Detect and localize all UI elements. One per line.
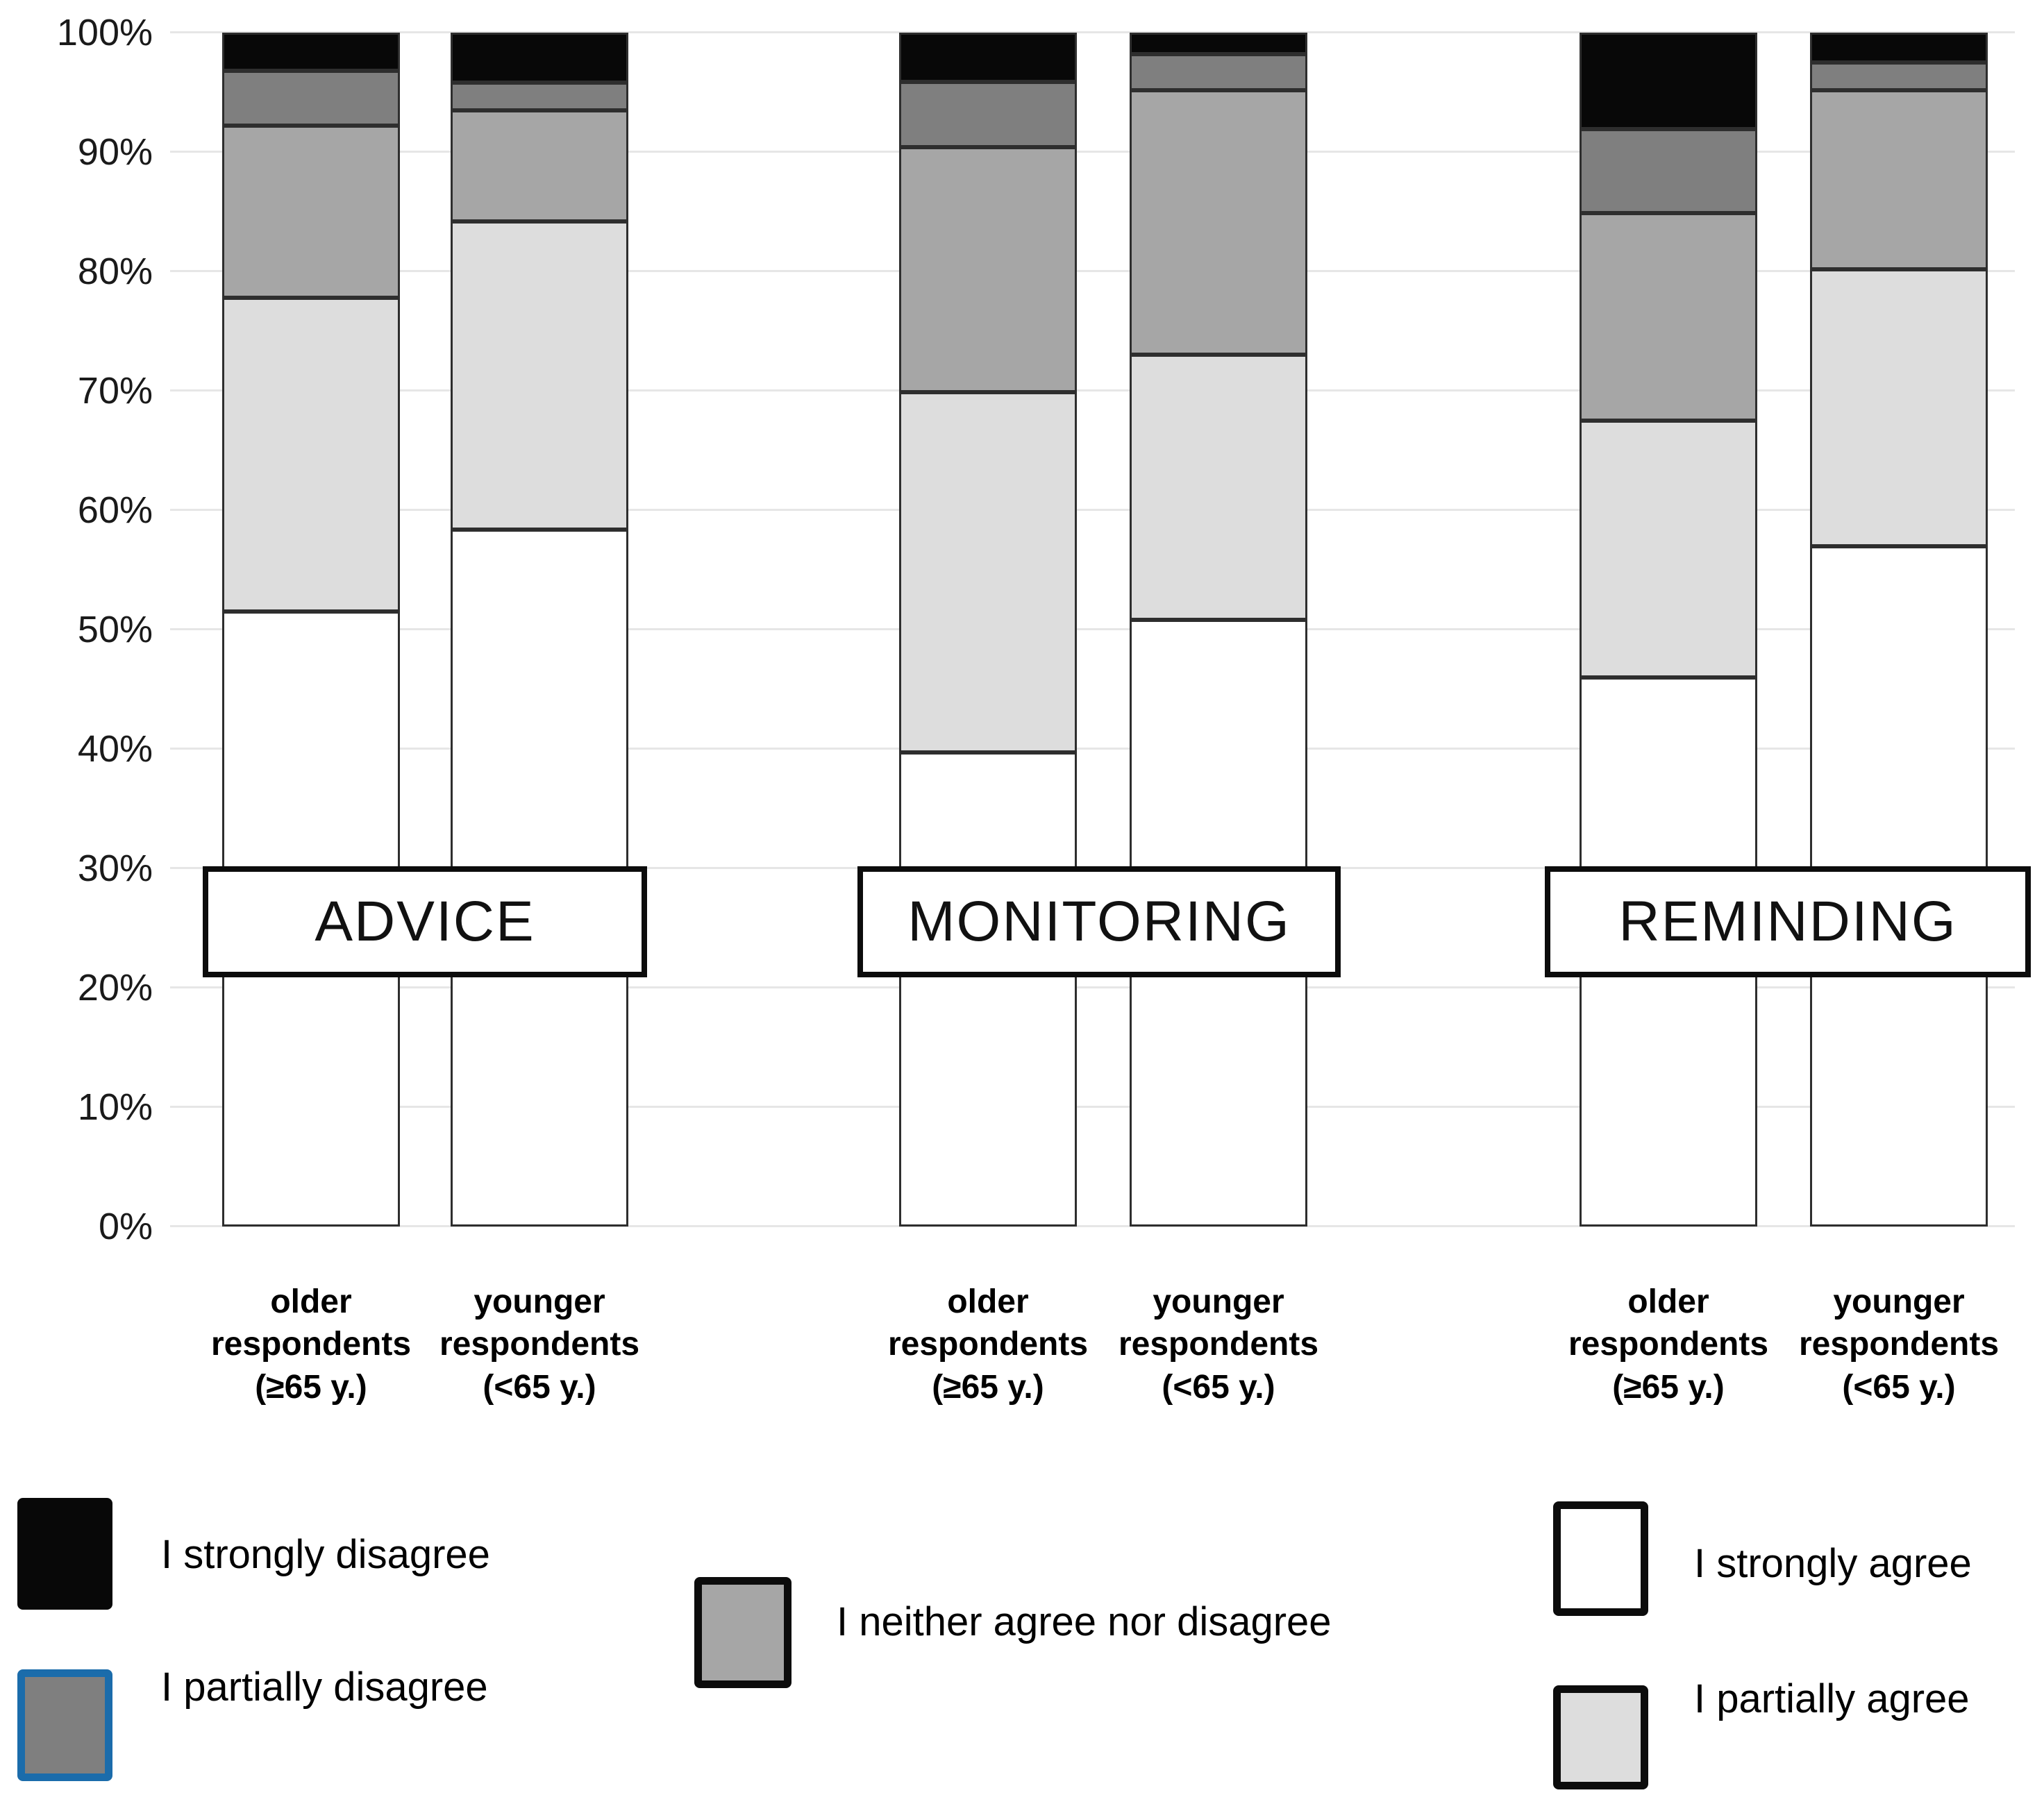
gridline-60 <box>170 509 2015 511</box>
category-label-reminding-older: older respondents (≥65 y.) <box>1568 1283 1769 1406</box>
category-label-monitoring-younger: younger respondents (<65 y.) <box>1118 1283 1319 1406</box>
y-tick-label-10: 10% <box>77 1086 153 1128</box>
segment-partially-agree <box>899 391 1077 753</box>
legend-swatch-neither <box>694 1577 791 1688</box>
segment-partially-disagree <box>899 81 1077 148</box>
legend-swatch-strongly-disagree <box>17 1498 112 1610</box>
bar-advice-younger <box>451 33 628 1227</box>
legend-label-strongly-disagree: I strongly disagree <box>161 1532 490 1577</box>
y-tick-label-20: 20% <box>77 967 153 1009</box>
segment-partially-agree <box>222 297 400 612</box>
segment-strongly-disagree <box>1810 33 1988 62</box>
y-tick-label-0: 0% <box>98 1206 153 1247</box>
segment-strongly-agree <box>899 752 1077 1227</box>
bar-monitoring-younger <box>1130 33 1307 1227</box>
segment-partially-disagree <box>222 71 400 126</box>
y-tick-label-40: 40% <box>77 728 153 770</box>
y-tick-label-70: 70% <box>77 370 153 412</box>
segment-partially-agree <box>1580 421 1757 677</box>
y-tick-label-50: 50% <box>77 609 153 650</box>
legend-label-strongly-agree: I strongly agree <box>1694 1541 1972 1586</box>
group-box-reminding: REMINDING <box>1545 866 2031 977</box>
y-tick-label-90: 90% <box>77 131 153 173</box>
legend-swatch-strongly-agree <box>1553 1501 1648 1616</box>
segment-strongly-disagree <box>451 33 628 83</box>
segment-neither <box>451 110 628 221</box>
segment-partially-disagree <box>1130 53 1307 90</box>
y-tick-label-80: 80% <box>77 251 153 292</box>
gridline-100 <box>170 31 2015 33</box>
category-label-advice-older: older respondents (≥65 y.) <box>210 1283 412 1406</box>
y-tick-label-60: 60% <box>77 489 153 531</box>
segment-partially-disagree <box>451 83 628 110</box>
gridline-50 <box>170 628 2015 630</box>
bar-advice-older <box>222 33 400 1227</box>
segment-strongly-disagree <box>899 33 1077 82</box>
plot-area <box>170 31 2015 1227</box>
segment-strongly-disagree <box>1130 33 1307 54</box>
segment-partially-disagree <box>1580 129 1757 213</box>
segment-partially-agree <box>1130 355 1307 621</box>
segment-neither <box>222 126 400 298</box>
bar-monitoring-older <box>899 33 1077 1227</box>
segment-neither <box>1810 90 1988 269</box>
gridline-70 <box>170 389 2015 391</box>
legend-swatch-partially-disagree <box>17 1669 112 1781</box>
group-box-advice: ADVICE <box>203 866 647 977</box>
segment-neither <box>899 147 1077 392</box>
segment-neither <box>1130 90 1307 355</box>
gridline-40 <box>170 748 2015 750</box>
segment-partially-disagree <box>1810 62 1988 90</box>
segment-partially-agree <box>1810 269 1988 546</box>
category-label-reminding-younger: younger respondents (<65 y.) <box>1798 1283 2000 1406</box>
legend-label-partially-disagree: I partially disagree <box>161 1665 488 1710</box>
segment-partially-agree <box>451 221 628 530</box>
segment-strongly-disagree <box>1580 33 1757 130</box>
gridline-90 <box>170 151 2015 153</box>
bar-reminding-younger <box>1810 33 1988 1227</box>
category-label-advice-younger: younger respondents (<65 y.) <box>439 1283 640 1406</box>
bar-reminding-older <box>1580 33 1757 1227</box>
y-tick-label-30: 30% <box>77 848 153 889</box>
gridline-20 <box>170 986 2015 988</box>
legend-swatch-partially-agree <box>1553 1685 1648 1789</box>
gridline-80 <box>170 270 2015 272</box>
category-label-monitoring-older: older respondents (≥65 y.) <box>887 1283 1089 1406</box>
legend-label-neither: I neither agree nor disagree <box>837 1599 1332 1644</box>
segment-neither <box>1580 212 1757 421</box>
legend-label-partially-agree: I partially agree <box>1694 1676 1970 1721</box>
y-tick-label-100: 100% <box>56 12 153 53</box>
segment-strongly-disagree <box>222 33 400 71</box>
gridline-0 <box>170 1225 2015 1227</box>
gridline-10 <box>170 1106 2015 1108</box>
group-box-monitoring: MONITORING <box>857 866 1341 977</box>
